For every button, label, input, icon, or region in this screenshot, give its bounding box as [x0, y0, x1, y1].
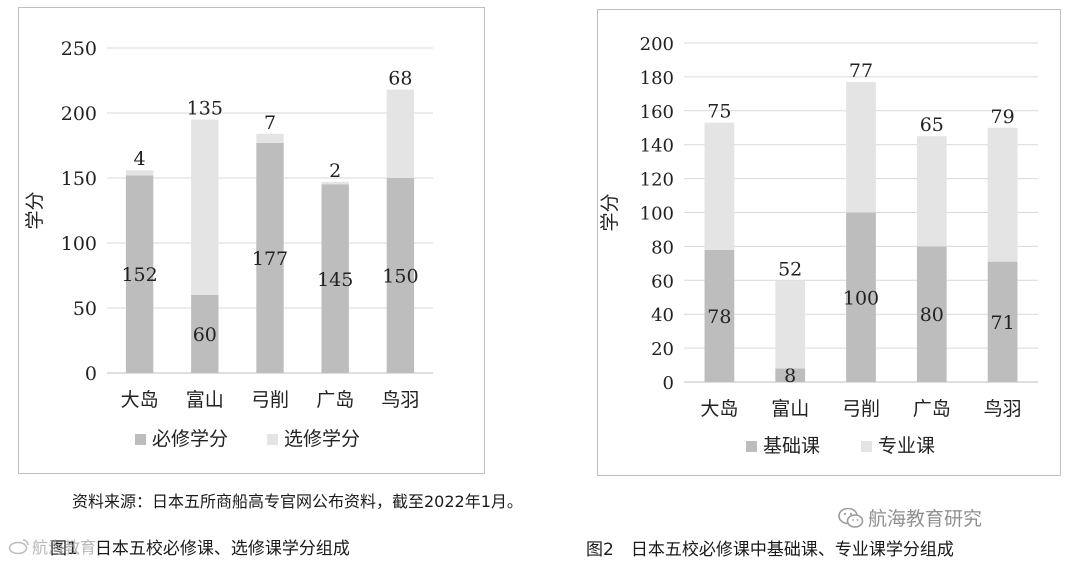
- bar-lower-segment: [125, 175, 154, 373]
- legend-swatch: [746, 441, 757, 452]
- bar-upper-segment: [987, 127, 1018, 262]
- legend-label: 专业课: [878, 435, 935, 457]
- y-tick-label: 150: [61, 168, 97, 190]
- y-tick-label: 60: [651, 271, 674, 292]
- bar-upper-segment: [321, 181, 349, 185]
- x-tick-label: 广岛: [316, 389, 354, 411]
- wechat-icon: [838, 507, 864, 528]
- bar-lower-segment: [191, 295, 219, 373]
- y-tick-label: 160: [640, 102, 674, 123]
- bar-lower-segment: [321, 184, 349, 373]
- y-tick-label: 80: [651, 237, 674, 258]
- data-label: 145: [317, 269, 353, 291]
- data-label: 78: [707, 306, 731, 328]
- watermark-left-text: 航海教育: [32, 538, 97, 557]
- data-label: 7: [264, 112, 276, 134]
- chart-panel-required-composition: 0 20 40 60 80 100 120 140 160 180 200 学分 78 75 大岛 8 52 富山…: [597, 9, 1061, 476]
- watermark-right: 航海教育研究: [838, 504, 982, 531]
- bar-upper-segment: [846, 81, 876, 213]
- figure-caption-left: 图1 日本五校必修课、选修课学分组成: [50, 539, 350, 559]
- bar-upper-segment: [916, 136, 947, 247]
- legend-label: 必修学分: [152, 428, 228, 450]
- data-label: 52: [778, 258, 802, 280]
- x-tick-label: 富山: [771, 398, 809, 420]
- data-label: 100: [843, 287, 879, 309]
- y-tick-label: 200: [640, 34, 674, 55]
- y-tick-label: 20: [651, 339, 674, 360]
- y-tick-label: 0: [85, 363, 97, 385]
- data-label: 2: [329, 160, 341, 182]
- data-label: 135: [187, 98, 223, 120]
- legend-swatch: [135, 434, 146, 445]
- data-label: 4: [134, 148, 146, 170]
- bar-upper-segment: [775, 280, 806, 369]
- y-tick-label: 100: [61, 233, 97, 255]
- figure-caption-right: 图2 日本五校必修课中基础课、专业课学分组成: [586, 540, 954, 560]
- data-label: 150: [382, 266, 418, 288]
- bar-upper-segment: [125, 170, 154, 176]
- data-label: 71: [991, 312, 1015, 334]
- weibo-icon: [8, 539, 29, 555]
- bar-lower-segment: [704, 249, 735, 382]
- data-label: 65: [920, 114, 944, 136]
- bar-lower-segment: [775, 368, 806, 382]
- legend-swatch: [267, 434, 278, 445]
- bar-lower-segment: [916, 246, 947, 382]
- data-label: 68: [388, 68, 412, 90]
- x-tick-label: 弓削: [842, 398, 880, 420]
- x-tick-label: 鸟羽: [381, 389, 419, 411]
- y-tick-label: 180: [640, 68, 674, 89]
- data-label: 8: [784, 365, 796, 387]
- y-tick-label: 50: [73, 298, 97, 320]
- y-tick-label: 40: [651, 305, 674, 326]
- y-tick-label: 140: [640, 136, 674, 157]
- data-label: 152: [121, 264, 157, 286]
- data-label: 177: [252, 248, 288, 270]
- bar-lower-segment: [386, 178, 415, 373]
- bar-upper-segment: [256, 133, 284, 143]
- watermark-right-text: 航海教育研究: [868, 508, 983, 530]
- data-label: 75: [707, 101, 731, 123]
- bar-upper-segment: [386, 89, 415, 178]
- source-note: 资料来源：日本五所商船高专官网公布资料，截至2022年1月。: [72, 492, 523, 511]
- y-tick-label: 120: [640, 170, 674, 191]
- data-label: 79: [991, 106, 1015, 128]
- x-tick-label: 弓削: [251, 389, 289, 411]
- data-label: 77: [849, 60, 873, 82]
- x-tick-label: 大岛: [121, 389, 159, 411]
- y-tick-label: 250: [61, 38, 97, 60]
- data-label: 60: [193, 324, 217, 346]
- legend-swatch: [861, 441, 872, 452]
- legend-label: 选修学分: [284, 428, 360, 450]
- watermark-left: 航海教育: [8, 534, 96, 558]
- x-tick-label: 广岛: [913, 398, 951, 420]
- chart-panel-credits-composition: 0 50 100 150 200 250 学分 152 4 大岛 60 135 富山 177 7 弓削 145 2…: [18, 7, 485, 474]
- y-axis-label: 学分: [24, 191, 46, 229]
- y-tick-label: 200: [61, 103, 97, 125]
- x-tick-label: 富山: [186, 389, 224, 411]
- chart-left-svg: 0 50 100 150 200 250 学分 152 4 大岛 60 135 富山 177 7 弓削 145 2…: [24, 38, 433, 450]
- bar-upper-segment: [704, 122, 735, 250]
- data-label: 80: [920, 304, 944, 326]
- bar-upper-segment: [191, 119, 219, 295]
- y-axis-label: 学分: [599, 193, 621, 231]
- bar-lower-segment: [987, 261, 1018, 382]
- y-tick-label: 100: [640, 204, 674, 225]
- x-tick-label: 大岛: [700, 398, 738, 420]
- bar-lower-segment: [846, 212, 876, 382]
- legend-label: 基础课: [763, 435, 820, 457]
- bar-lower-segment: [256, 142, 284, 373]
- x-tick-label: 鸟羽: [984, 398, 1022, 420]
- chart-right-svg: 0 20 40 60 80 100 120 140 160 180 200 学分 78 75 大岛 8 52 富山…: [599, 34, 1038, 457]
- y-tick-label: 0: [663, 373, 674, 394]
